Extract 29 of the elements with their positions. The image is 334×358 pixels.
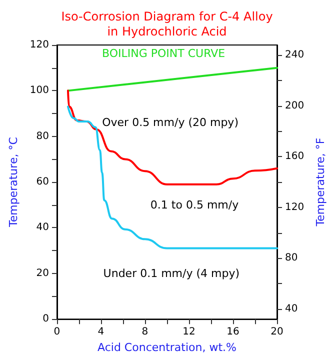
y-axis-title: Temperature, °C: [7, 136, 20, 228]
chart-title: Iso-Corrosion Diagram for C-4 Alloy in Hydrochloric Acid: [61, 10, 273, 38]
x-axis-title: Acid Concentration, wt.%: [98, 341, 236, 354]
x-tick-label: 20: [270, 326, 284, 338]
line-series: [66, 106, 278, 250]
annotation: 0.1 to 0.5 mm/y: [150, 198, 240, 212]
y2-tick-label: 40: [285, 303, 298, 314]
y2-axis-title: Temperature, °F: [314, 138, 327, 228]
x-tick-label: 8: [142, 326, 148, 338]
x-tick-label: 12: [182, 326, 196, 338]
y-tick-label: 80: [36, 130, 49, 142]
series-label: BOILING POINT CURVE: [102, 46, 226, 60]
y2-tick-label: 160: [285, 151, 304, 162]
y-tick-label: 60: [36, 176, 49, 188]
y-tick-label: 120: [30, 40, 49, 50]
line-series: [66, 90, 278, 186]
y-tick-label: 40: [36, 222, 49, 234]
x-tick-label: 16: [226, 326, 240, 338]
y2-tick-label: 200: [285, 100, 304, 112]
y2-tick-label: 240: [285, 50, 304, 61]
x-tick-label: 4: [98, 326, 104, 338]
y-tick-label: 100: [30, 85, 49, 96]
y2-tick-label: 80: [285, 252, 298, 264]
annotation: Under 0.1 mm/y (4 mpy): [103, 266, 240, 280]
y-tick-label: 20: [36, 268, 49, 279]
x-tick-label: 0: [54, 326, 60, 338]
y2-tick-label: 120: [285, 202, 304, 213]
annotation: Over 0.5 mm/y (20 mpy): [102, 116, 238, 130]
y-tick-label: 0: [42, 314, 49, 325]
